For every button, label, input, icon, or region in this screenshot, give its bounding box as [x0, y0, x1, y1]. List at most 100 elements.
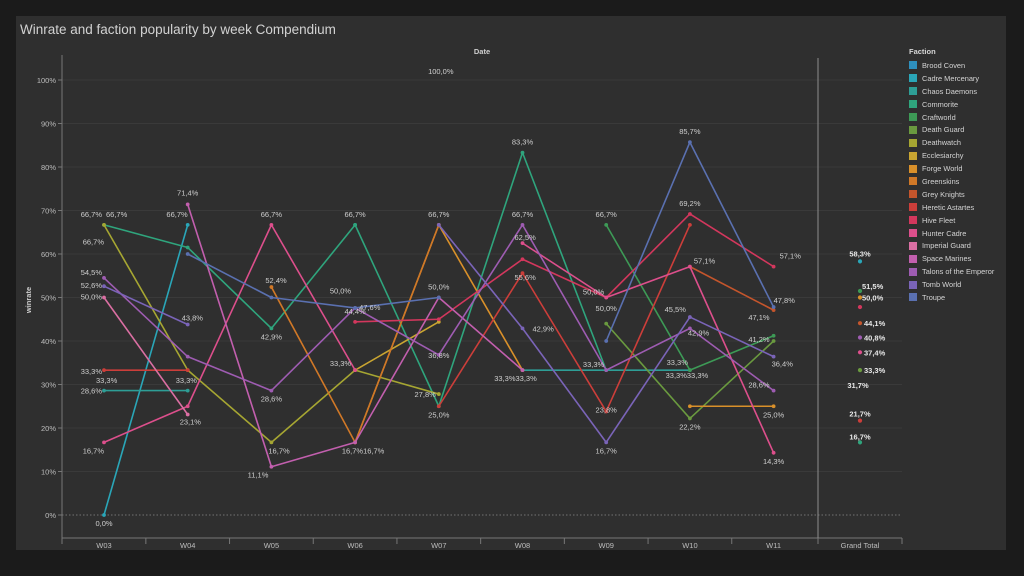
data-label: 33,3% [81, 367, 103, 376]
legend-item[interactable]: Deathwatch [909, 136, 994, 149]
series-line [355, 213, 775, 323]
legend-item[interactable]: Troupe [909, 291, 994, 304]
data-label: 50,0% [81, 293, 103, 302]
legend-label: Deathwatch [922, 138, 962, 148]
series-line [186, 204, 524, 468]
data-label: 22,2% [679, 422, 701, 431]
legend-label: Greenskins [922, 176, 960, 186]
data-label: 62,5% [515, 233, 537, 242]
data-label: 33,3% [864, 366, 886, 375]
data-label: 66,7% [83, 237, 105, 246]
data-label: 33,3% [330, 359, 352, 368]
legend-item[interactable]: Talons of the Emperor [909, 265, 994, 278]
legend-item[interactable]: Brood Coven [909, 59, 994, 72]
legend-swatch [909, 61, 917, 70]
legend-item[interactable]: Grey Knights [909, 188, 994, 201]
legend-label: Imperial Guard [922, 241, 971, 251]
data-label: 42,9% [261, 332, 283, 341]
series-line [103, 224, 356, 444]
legend-item[interactable]: Greenskins [909, 175, 994, 188]
legend-swatch [909, 203, 917, 212]
y-tick-label: 50% [41, 294, 56, 303]
axes [61, 55, 902, 539]
data-label: 71,4% [177, 188, 199, 197]
data-label: 51,5% [862, 282, 884, 291]
data-label: 37,4% [864, 348, 886, 357]
x-tick-label: W07 [431, 541, 446, 550]
legend-swatch [909, 267, 917, 276]
legend-swatch [909, 293, 917, 302]
grand-total-point [857, 288, 863, 294]
series-line [438, 224, 691, 413]
legend-item[interactable]: Cadre Mercenary [909, 72, 994, 85]
data-label: 25,0% [763, 410, 785, 419]
data-label: 66,7% [261, 210, 283, 219]
legend-label: Commorite [922, 99, 959, 109]
series-line [354, 321, 440, 371]
data-label: 14,3% [763, 457, 785, 466]
legend-item[interactable]: Forge World [909, 162, 994, 175]
legend-item[interactable]: Imperial Guard [909, 239, 994, 252]
data-point [185, 368, 190, 373]
legend-label: Space Marines [922, 254, 972, 264]
series-line [103, 224, 775, 392]
legend-item[interactable]: Hive Fleet [909, 214, 994, 227]
data-label: 66,7% [106, 210, 128, 219]
grand-total-point [857, 368, 863, 373]
data-label: 33,3% [176, 376, 198, 385]
y-tick-label: 40% [41, 337, 56, 346]
x-tick-label: W05 [264, 541, 279, 550]
data-label: 52,6% [81, 281, 103, 290]
legend-item[interactable]: Space Marines [909, 252, 994, 265]
grand-total-points [857, 259, 863, 445]
data-label: 47,6% [359, 303, 381, 312]
legend-label: Chaos Daemons [922, 86, 978, 96]
legend-swatch [909, 254, 917, 263]
data-label: 66,7% [81, 210, 103, 219]
legend-item[interactable]: Hunter Cadre [909, 227, 994, 240]
legend-item[interactable]: Death Guard [909, 123, 994, 136]
series-line [605, 323, 775, 420]
legend-item[interactable]: Tomb World [909, 278, 994, 291]
data-label: 43,8% [182, 313, 204, 322]
grand-total-point [857, 335, 863, 340]
grand-total-point [857, 321, 863, 326]
x-tick-label: Grand Total [841, 541, 880, 550]
legend-swatch [909, 74, 917, 83]
x-tick-label: W03 [96, 541, 111, 550]
data-label: 100,0% [428, 67, 454, 76]
y-axis-label: winrate [24, 287, 33, 314]
data-label: 16,7% [596, 446, 618, 455]
legend-swatch [909, 113, 917, 121]
data-label: 85,7% [679, 127, 701, 136]
data-label: 36,8% [428, 351, 450, 360]
legend-swatch [909, 216, 917, 225]
legend-label: Ecclesiarchy [922, 151, 964, 161]
data-label: 66,7% [166, 210, 188, 219]
series-line [689, 265, 774, 311]
legend-item[interactable]: Chaos Daemons [909, 85, 994, 98]
legend-label: Grey Knights [922, 189, 965, 199]
data-label: 50,0% [330, 287, 352, 296]
x-tick-label: W10 [682, 541, 697, 550]
data-label: 50,0% [862, 294, 884, 303]
legend-item[interactable]: Craftworld [909, 111, 994, 124]
legend-item[interactable]: Ecclesiarchy [909, 149, 994, 162]
data-label: 16,7%16,7% [342, 446, 385, 455]
x-tick-label: W08 [515, 541, 530, 550]
series-line [103, 297, 189, 415]
data-label: 16,7% [83, 446, 105, 455]
data-label: 40,8% [864, 334, 886, 343]
x-tick-label: W04 [180, 541, 195, 550]
legend: Faction Brood Coven Cadre Mercenary Chaos … [909, 47, 994, 304]
legend-swatch [909, 100, 917, 109]
data-label: 83,3% [512, 138, 534, 147]
legend-item[interactable]: Commorite [909, 98, 994, 111]
grand-total-point [857, 350, 863, 355]
data-label: 11,1% [248, 471, 269, 480]
x-ticks: W03 W04 W05 W06 W07 W08 W09 W10 W11 Grand Total [61, 538, 903, 550]
x-tick-label: W06 [347, 541, 362, 550]
y-tick-label: 100% [37, 76, 57, 85]
data-label: 16,7% [849, 432, 871, 441]
legend-item[interactable]: Heretic Astartes [909, 201, 994, 214]
